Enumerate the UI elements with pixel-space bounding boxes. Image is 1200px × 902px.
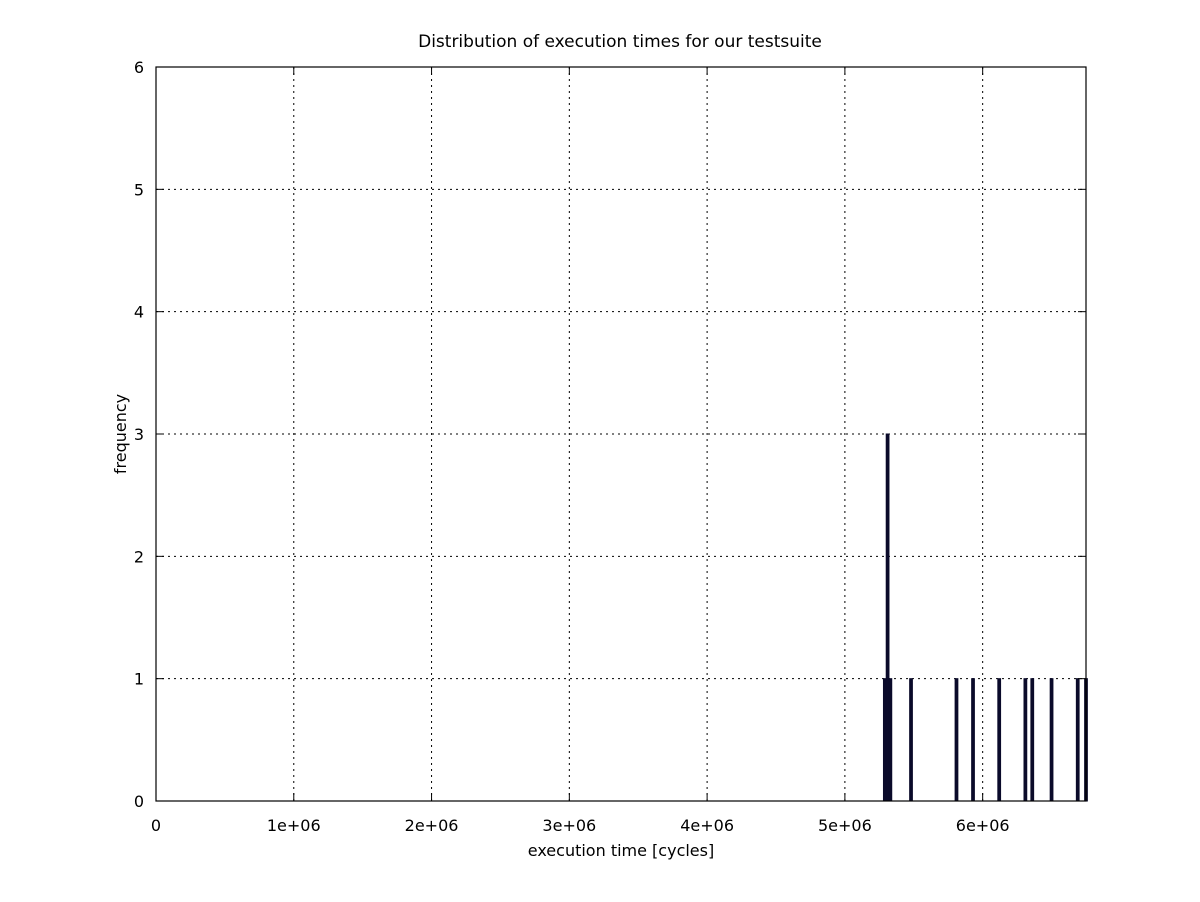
tick-layer: 0 1e+06 2e+06 3e+06 4e+06 5e+06 6e+06 0 1 2 3 4 5 6 bbox=[134, 58, 1086, 835]
y-tick-label: 6 bbox=[134, 58, 144, 77]
plot-frame bbox=[155, 66, 1087, 802]
histogram-bar bbox=[1023, 678, 1028, 802]
histogram-bar bbox=[954, 678, 959, 802]
y-tick-label: 1 bbox=[134, 670, 144, 689]
x-tick-label: 3e+06 bbox=[542, 816, 596, 835]
y-tick-label: 3 bbox=[134, 425, 144, 444]
histogram-bar bbox=[1049, 678, 1054, 802]
histogram-bar bbox=[971, 678, 975, 802]
y-tick-label: 4 bbox=[134, 303, 144, 322]
y-axis-label: frequency bbox=[111, 394, 130, 474]
histogram-bar bbox=[909, 678, 913, 802]
chart-title: Distribution of execution times for our … bbox=[418, 32, 822, 52]
y-tick-label: 2 bbox=[134, 547, 144, 566]
y-tick-label: 0 bbox=[134, 792, 144, 811]
histogram-bar bbox=[888, 678, 893, 802]
x-tick-label: 1e+06 bbox=[267, 816, 321, 835]
grid-layer bbox=[156, 67, 1086, 801]
x-tick-label: 2e+06 bbox=[405, 816, 459, 835]
x-tick-label: 6e+06 bbox=[956, 816, 1010, 835]
x-tick-label: 5e+06 bbox=[818, 816, 872, 835]
x-tick-label: 4e+06 bbox=[680, 816, 734, 835]
y-tick-label: 5 bbox=[134, 180, 144, 199]
histogram-bar bbox=[1030, 678, 1035, 802]
x-axis-label: execution time [cycles] bbox=[528, 841, 714, 860]
bar-layer bbox=[882, 433, 1088, 802]
x-tick-label: 0 bbox=[151, 816, 161, 835]
histogram-bar bbox=[1075, 678, 1080, 802]
histogram-bar bbox=[997, 678, 1002, 802]
